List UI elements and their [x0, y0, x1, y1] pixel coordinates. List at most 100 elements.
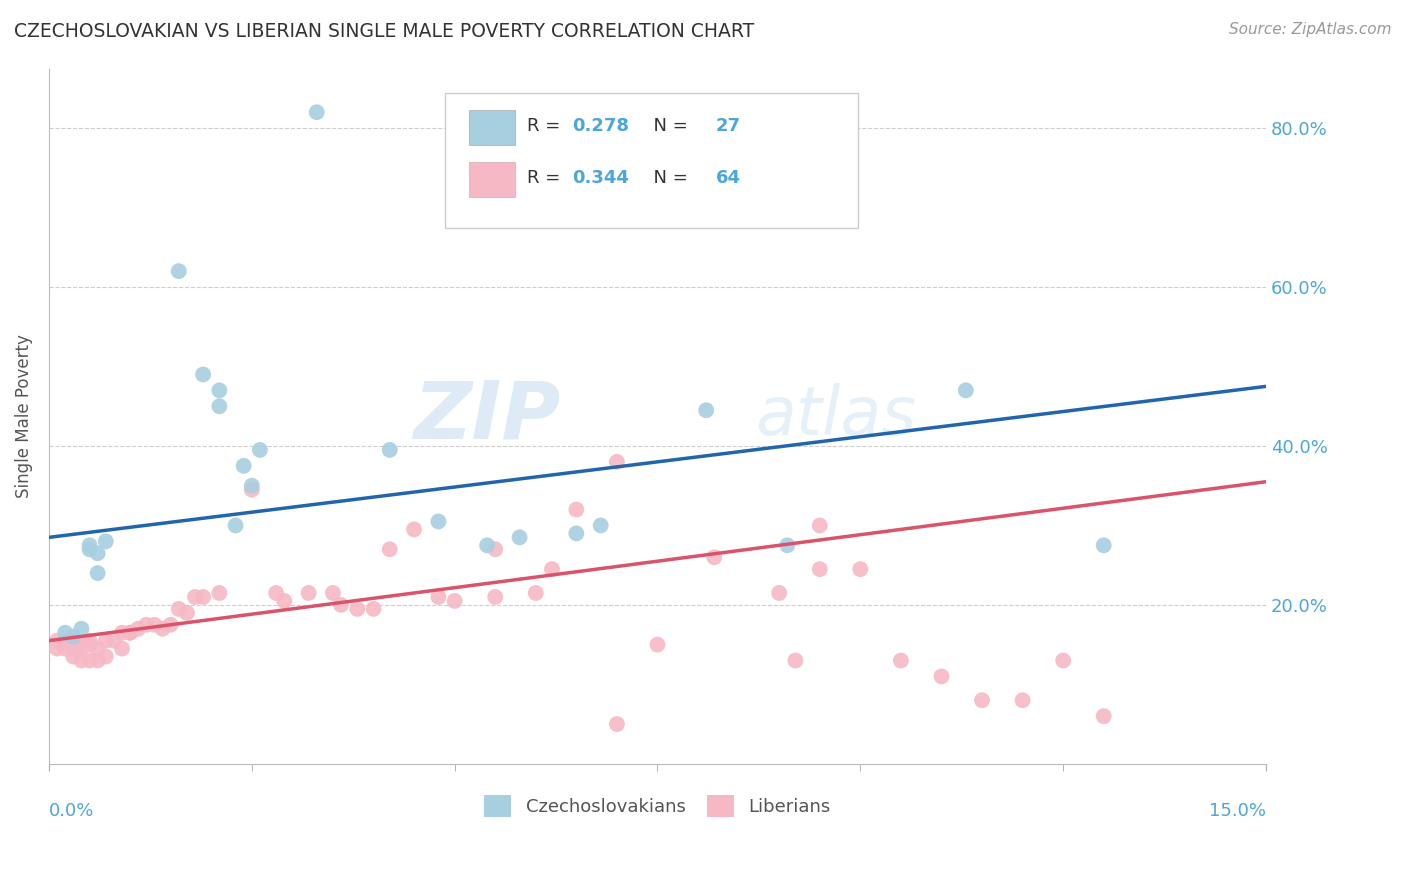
Point — [541, 562, 564, 576]
Text: N =: N = — [641, 117, 693, 136]
Point — [890, 653, 912, 667]
Point — [955, 384, 977, 398]
Point — [53, 633, 76, 648]
Point — [184, 590, 207, 604]
Point — [79, 638, 101, 652]
FancyBboxPatch shape — [444, 93, 858, 228]
Point — [86, 641, 108, 656]
Point — [475, 538, 498, 552]
Point — [565, 526, 588, 541]
Point — [62, 641, 84, 656]
Point — [849, 562, 872, 576]
Point — [79, 542, 101, 557]
Point — [70, 638, 93, 652]
Point — [46, 641, 69, 656]
Text: 0.344: 0.344 — [572, 169, 628, 186]
Point — [111, 641, 134, 656]
Text: CZECHOSLOVAKIAN VS LIBERIAN SINGLE MALE POVERTY CORRELATION CHART: CZECHOSLOVAKIAN VS LIBERIAN SINGLE MALE … — [14, 22, 754, 41]
Point — [94, 534, 117, 549]
Point — [330, 598, 353, 612]
Text: N =: N = — [641, 169, 693, 186]
Text: 27: 27 — [716, 117, 741, 136]
Point — [509, 530, 531, 544]
Point — [94, 649, 117, 664]
Point — [1092, 538, 1115, 552]
Point — [484, 542, 506, 557]
Text: 15.0%: 15.0% — [1209, 802, 1265, 820]
Point — [53, 641, 76, 656]
Text: 0.278: 0.278 — [572, 117, 630, 136]
Point — [79, 538, 101, 552]
Point — [1092, 709, 1115, 723]
Point — [127, 622, 149, 636]
Point — [79, 633, 101, 648]
Point — [404, 523, 426, 537]
Point — [86, 653, 108, 667]
Point — [443, 594, 465, 608]
Point — [143, 617, 166, 632]
Point — [264, 586, 287, 600]
Point — [970, 693, 993, 707]
Point — [1052, 653, 1074, 667]
Point — [346, 602, 368, 616]
Point — [79, 653, 101, 667]
Point — [427, 590, 450, 604]
Point — [225, 518, 247, 533]
Point — [159, 617, 181, 632]
Point — [768, 586, 790, 600]
Point — [86, 566, 108, 581]
Point — [322, 586, 344, 600]
Point — [208, 586, 231, 600]
Point — [62, 630, 84, 644]
Text: 0.0%: 0.0% — [49, 802, 94, 820]
Point — [524, 586, 547, 600]
Point — [120, 625, 142, 640]
Point — [931, 669, 953, 683]
Point — [70, 641, 93, 656]
Point — [249, 442, 271, 457]
Point — [70, 653, 93, 667]
Point — [1011, 693, 1033, 707]
Point — [176, 606, 198, 620]
Text: atlas: atlas — [755, 384, 915, 450]
Point — [232, 458, 254, 473]
FancyBboxPatch shape — [468, 162, 515, 197]
Point — [120, 625, 142, 640]
Point — [427, 515, 450, 529]
Point — [167, 602, 190, 616]
Point — [62, 633, 84, 648]
Point — [70, 622, 93, 636]
Point — [53, 625, 76, 640]
Point — [378, 542, 401, 557]
Text: R =: R = — [527, 169, 567, 186]
Point — [378, 442, 401, 457]
Point — [297, 586, 319, 600]
Point — [240, 483, 263, 497]
Point — [606, 717, 628, 731]
Point — [273, 594, 295, 608]
Point — [111, 625, 134, 640]
Point — [305, 105, 328, 120]
Point — [191, 368, 214, 382]
FancyBboxPatch shape — [468, 111, 515, 145]
Point — [191, 590, 214, 604]
Point — [776, 538, 799, 552]
Y-axis label: Single Male Poverty: Single Male Poverty — [15, 334, 32, 498]
Text: R =: R = — [527, 117, 567, 136]
Text: 64: 64 — [716, 169, 741, 186]
Point — [103, 633, 125, 648]
Point — [808, 518, 831, 533]
Point — [606, 455, 628, 469]
Point — [94, 633, 117, 648]
Point — [484, 590, 506, 604]
Text: Source: ZipAtlas.com: Source: ZipAtlas.com — [1229, 22, 1392, 37]
Point — [208, 399, 231, 413]
Text: ZIP: ZIP — [413, 377, 560, 455]
Point — [46, 633, 69, 648]
Legend: Czechoslovakians, Liberians: Czechoslovakians, Liberians — [477, 788, 838, 824]
Point — [86, 546, 108, 560]
Point — [808, 562, 831, 576]
Point — [647, 638, 669, 652]
Point — [363, 602, 385, 616]
Point — [785, 653, 807, 667]
